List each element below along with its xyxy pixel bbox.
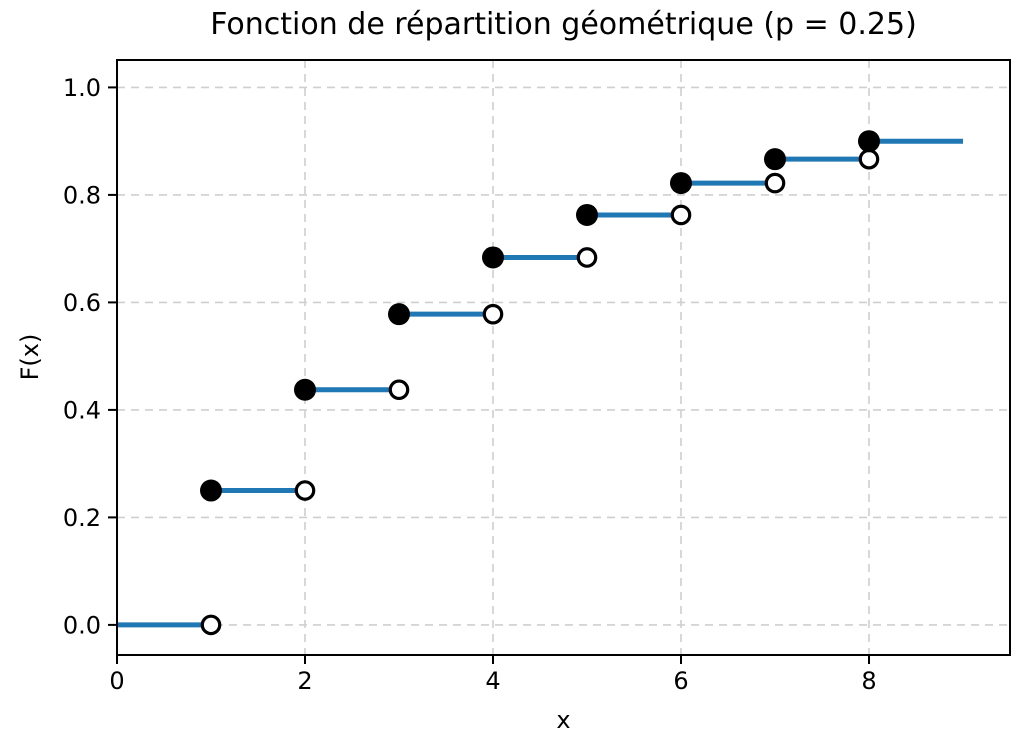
open-point-marker xyxy=(294,480,316,501)
y-tick-label: 0.0 xyxy=(63,611,101,639)
chart-title: Fonction de répartition géométrique (p =… xyxy=(210,7,917,42)
open-point-marker xyxy=(482,303,504,325)
filled-point-marker xyxy=(576,203,598,226)
x-axis-label: x xyxy=(556,706,571,734)
y-axis-label: F(x) xyxy=(16,333,44,381)
open-point-marker xyxy=(670,204,692,226)
x-tick-label: 6 xyxy=(673,667,688,695)
open-point-marker xyxy=(200,614,222,636)
open-point-marker xyxy=(764,172,786,194)
axes-frame xyxy=(116,59,1011,656)
filled-point-marker xyxy=(388,303,410,326)
x-tick-label: 4 xyxy=(485,667,500,695)
filled-point-marker xyxy=(200,479,222,502)
open-point-marker xyxy=(576,247,598,268)
filled-point-marker xyxy=(482,246,504,269)
y-tick-label: 0.8 xyxy=(63,181,101,209)
x-tick-label: 8 xyxy=(861,667,876,695)
x-tick-label: 0 xyxy=(109,667,124,695)
open-point-marker xyxy=(858,148,880,170)
y-tick-label: 0.6 xyxy=(63,289,101,317)
y-tick-label: 0.2 xyxy=(63,504,101,532)
x-tick-label: 2 xyxy=(297,667,312,695)
y-tick-label: 1.0 xyxy=(63,74,101,102)
filled-point-marker xyxy=(858,130,880,153)
filled-point-marker xyxy=(670,172,692,195)
open-point-marker xyxy=(388,379,410,401)
filled-point-marker xyxy=(294,378,316,401)
y-tick-label: 0.4 xyxy=(63,396,101,424)
filled-point-marker xyxy=(764,148,786,171)
